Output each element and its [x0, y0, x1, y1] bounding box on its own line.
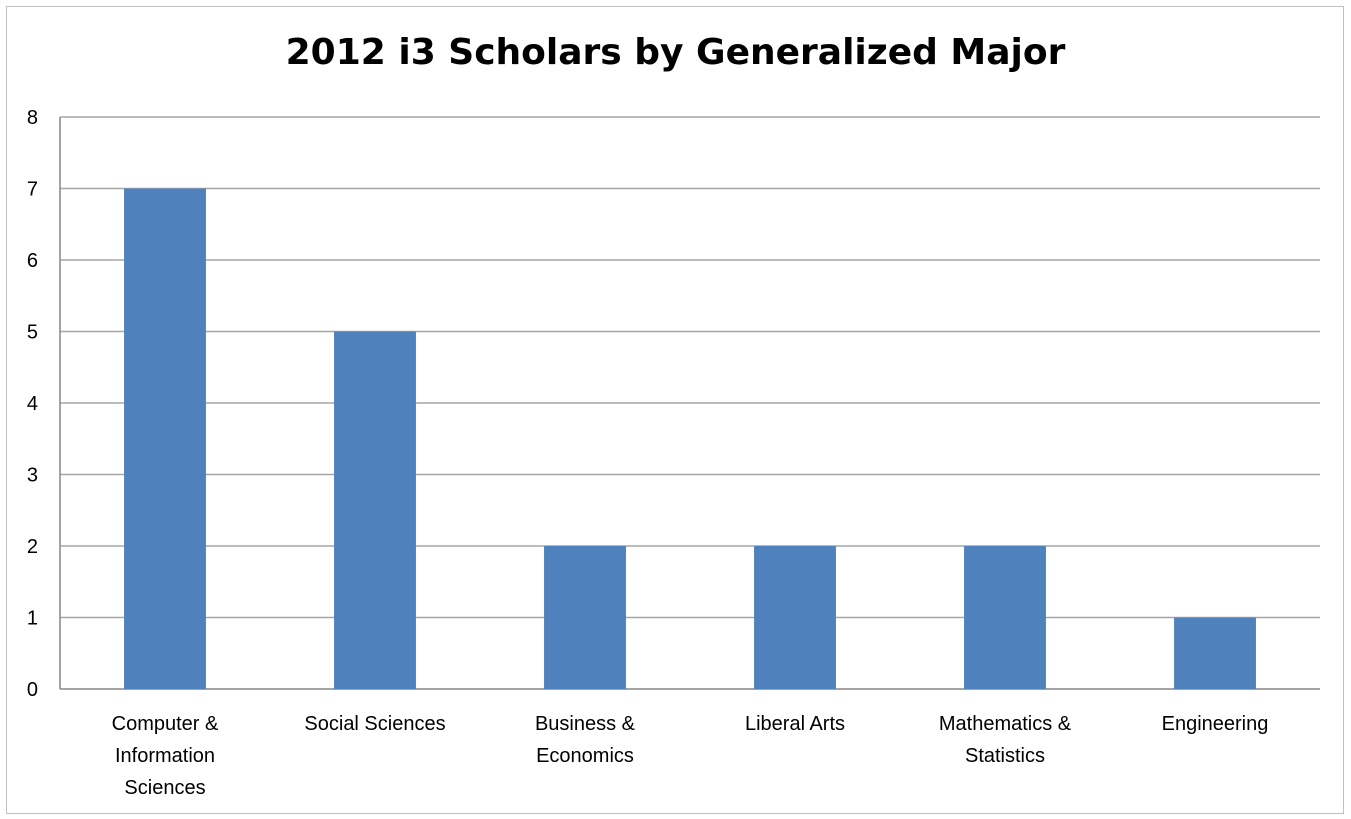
x-category-label-3: Business & Economics — [535, 713, 636, 767]
y-tick-label-5: 5 — [27, 322, 38, 344]
y-tick-label-0: 0 — [27, 679, 38, 701]
bar-4 — [754, 546, 836, 689]
bar-3 — [544, 546, 626, 689]
bar-2 — [334, 331, 416, 689]
bar-5 — [964, 546, 1046, 689]
x-category-label-6: Engineering — [1162, 713, 1269, 735]
bar-1 — [124, 188, 206, 689]
chart-frame — [6, 6, 1344, 814]
y-tick-label-2: 2 — [27, 536, 38, 558]
x-category-label-1: Computer & Information Sciences — [112, 713, 219, 799]
x-category-label-5: Mathematics & Statistics — [939, 713, 1072, 767]
y-tick-label-7: 7 — [27, 179, 38, 201]
chart-title: 2012 i3 Scholars by Generalized Major — [285, 32, 1066, 73]
x-category-label-4: Liberal Arts — [745, 713, 845, 735]
x-category-label-2: Social Sciences — [304, 713, 445, 735]
y-tick-label-8: 8 — [27, 107, 38, 129]
y-tick-label-1: 1 — [27, 608, 38, 630]
y-tick-label-3: 3 — [27, 465, 38, 487]
y-tick-label-6: 6 — [27, 250, 38, 272]
y-tick-label-4: 4 — [27, 393, 38, 415]
bar-6 — [1174, 617, 1256, 689]
